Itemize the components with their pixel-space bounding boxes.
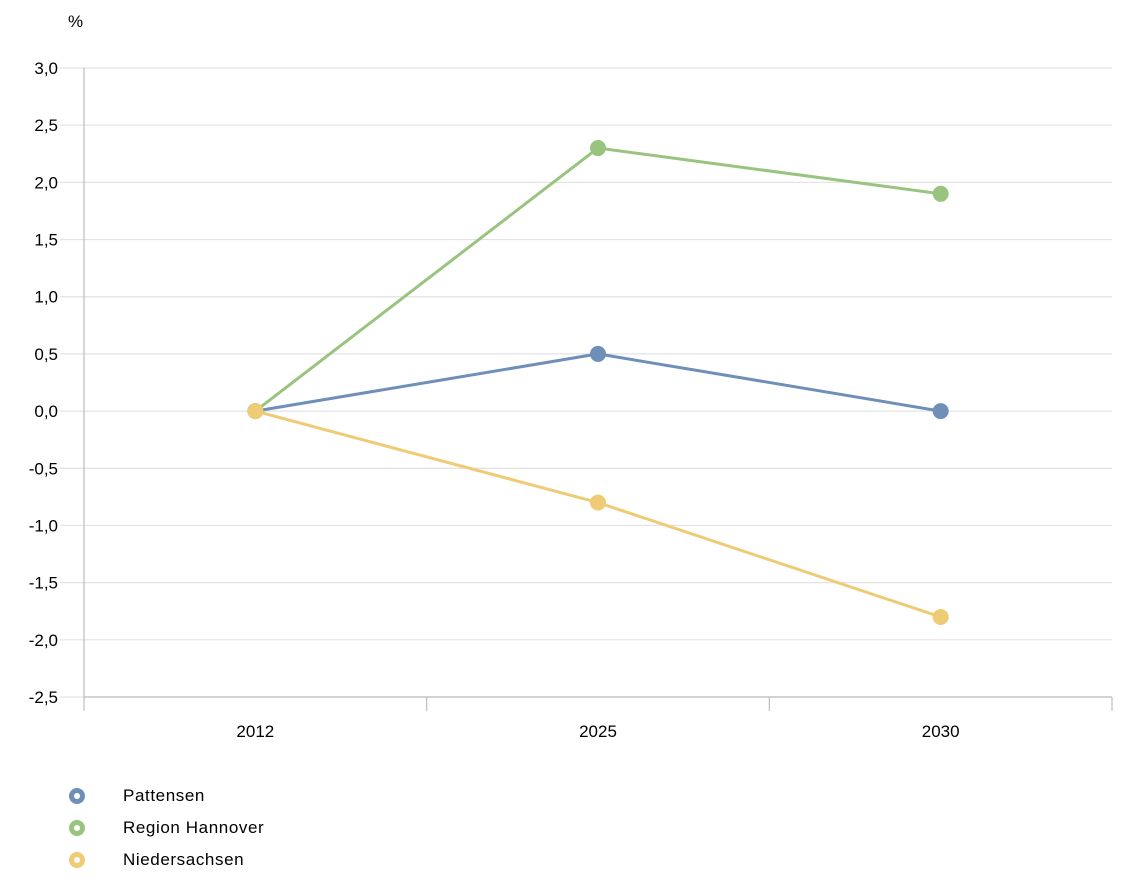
- y-tick-label: -2,0: [29, 631, 58, 650]
- y-tick-label: 3,0: [34, 59, 58, 78]
- legend-label: Niedersachsen: [123, 850, 245, 869]
- y-tick-label: -1,5: [29, 574, 58, 593]
- y-axis-unit-label: %: [68, 12, 83, 31]
- x-tick-label: 2025: [579, 722, 617, 741]
- legend-item[interactable]: Niedersachsen: [68, 844, 264, 876]
- series-line-pattensen: [253, 352, 943, 413]
- y-tick-label: 2,5: [34, 116, 58, 135]
- y-tick-label: -0,5: [29, 459, 58, 478]
- data-point-pattensen: [590, 345, 606, 362]
- data-point-niedersachsen: [590, 494, 606, 511]
- y-tick-label: -1,0: [29, 516, 58, 535]
- y-tick-label: 0,0: [34, 402, 58, 421]
- y-tick-label: 0,5: [34, 345, 58, 364]
- y-tick-label: -2,5: [29, 688, 58, 707]
- legend-marker-icon: [69, 820, 85, 836]
- y-tick-label: 2,0: [34, 173, 58, 192]
- data-point-pattensen: [932, 403, 949, 420]
- chart-legend: Pattensen Region Hannover Niedersachsen: [68, 780, 264, 876]
- data-point-niedersachsen: [932, 608, 949, 625]
- data-point-region-hannover: [932, 185, 949, 202]
- data-point-region-hannover: [590, 140, 606, 157]
- x-tick-label: 2030: [922, 722, 960, 741]
- y-tick-label: 1,5: [34, 231, 58, 250]
- y-tick-label: 1,0: [34, 288, 58, 307]
- series-line-region-hannover: [253, 146, 943, 413]
- legend-item[interactable]: Pattensen: [68, 780, 264, 812]
- legend-label: Region Hannover: [123, 818, 265, 837]
- legend-marker-icon: [69, 852, 85, 868]
- x-tick-label: 2012: [236, 722, 274, 741]
- legend-label: Pattensen: [123, 786, 205, 805]
- data-point-niedersachsen: [247, 403, 264, 420]
- legend-marker-icon: [69, 788, 85, 804]
- series-line-niedersachsen: [253, 409, 943, 619]
- legend-item[interactable]: Region Hannover: [68, 812, 264, 844]
